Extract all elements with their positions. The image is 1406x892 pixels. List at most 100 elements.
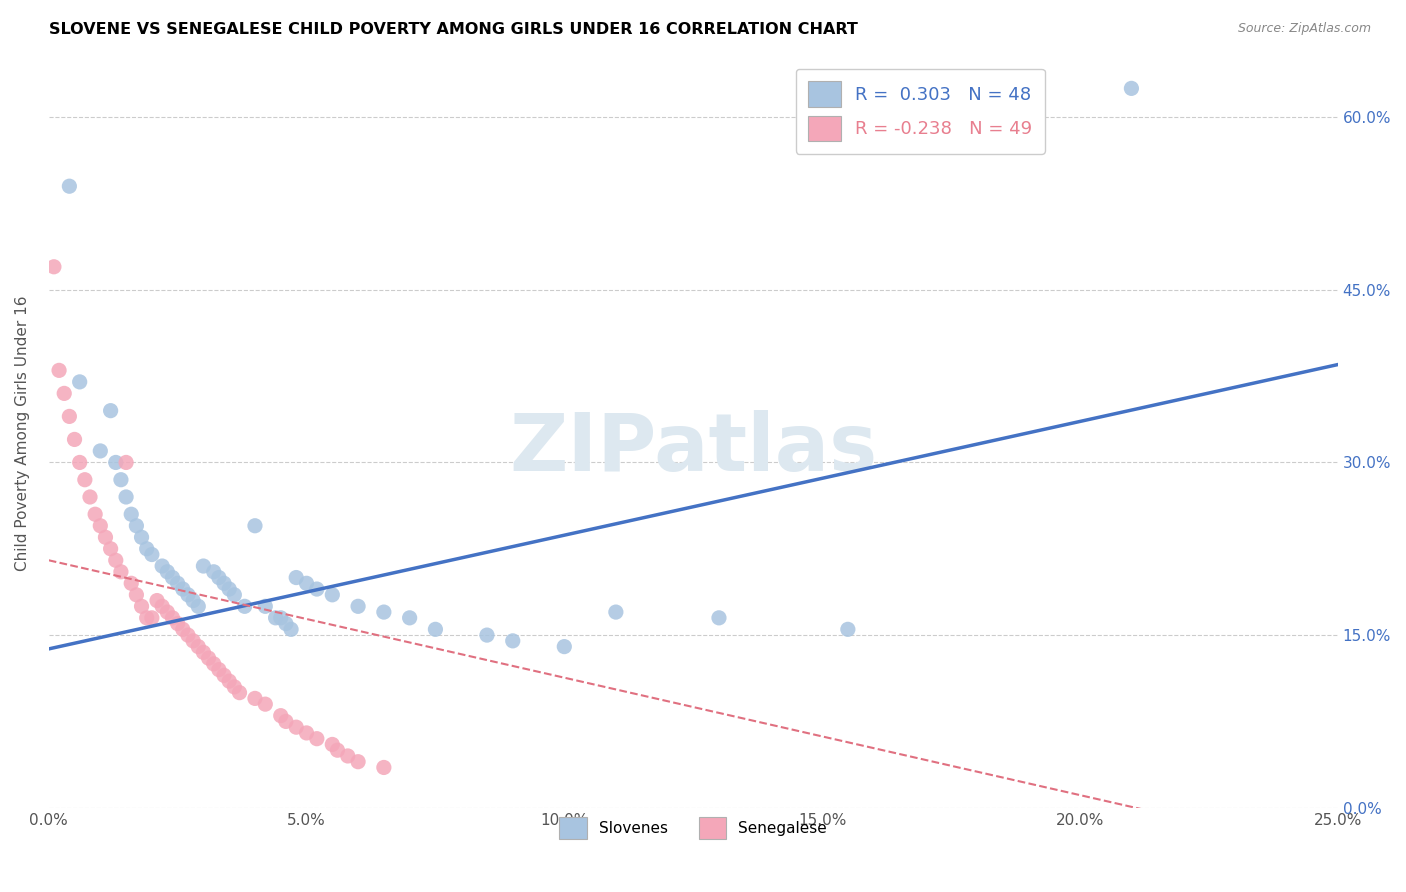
Point: [120, 508, 142, 522]
Point: [172, 582, 194, 596]
Point: [347, 755, 370, 769]
Point: [166, 576, 188, 591]
Point: [336, 748, 359, 763]
Point: [120, 576, 142, 591]
Point: [187, 599, 209, 614]
Point: [212, 668, 235, 682]
Point: [224, 680, 246, 694]
Point: [104, 455, 127, 469]
Point: [228, 686, 250, 700]
Point: [58, 179, 80, 194]
Point: [115, 490, 138, 504]
Point: [280, 623, 302, 637]
Point: [398, 611, 420, 625]
Point: [141, 548, 163, 562]
Point: [202, 657, 225, 671]
Point: [254, 697, 277, 711]
Point: [224, 588, 246, 602]
Point: [321, 588, 343, 602]
Point: [181, 593, 204, 607]
Point: [193, 559, 215, 574]
Point: [162, 611, 184, 625]
Point: [243, 518, 266, 533]
Point: [156, 565, 179, 579]
Point: [605, 605, 627, 619]
Point: [156, 605, 179, 619]
Point: [177, 628, 200, 642]
Point: [202, 565, 225, 579]
Point: [150, 559, 173, 574]
Point: [115, 455, 138, 469]
Point: [270, 611, 292, 625]
Point: [84, 508, 107, 522]
Point: [218, 582, 240, 596]
Point: [373, 760, 395, 774]
Point: [295, 726, 318, 740]
Point: [264, 611, 287, 625]
Point: [48, 363, 70, 377]
Point: [73, 473, 96, 487]
Text: SLOVENE VS SENEGALESE CHILD POVERTY AMONG GIRLS UNDER 16 CORRELATION CHART: SLOVENE VS SENEGALESE CHILD POVERTY AMON…: [49, 22, 858, 37]
Point: [94, 530, 117, 544]
Point: [243, 691, 266, 706]
Point: [321, 738, 343, 752]
Point: [218, 674, 240, 689]
Point: [553, 640, 575, 654]
Point: [187, 640, 209, 654]
Point: [305, 582, 328, 596]
Point: [285, 570, 308, 584]
Point: [79, 490, 101, 504]
Point: [197, 651, 219, 665]
Point: [274, 616, 297, 631]
Point: [100, 403, 122, 417]
Point: [502, 633, 524, 648]
Point: [125, 588, 148, 602]
Point: [135, 611, 157, 625]
Point: [166, 616, 188, 631]
Point: [254, 599, 277, 614]
Point: [475, 628, 498, 642]
Point: [146, 593, 169, 607]
Point: [104, 553, 127, 567]
Text: Source: ZipAtlas.com: Source: ZipAtlas.com: [1237, 22, 1371, 36]
Point: [326, 743, 349, 757]
Point: [135, 541, 157, 556]
Point: [150, 599, 173, 614]
Point: [285, 720, 308, 734]
Text: ZIPatlas: ZIPatlas: [509, 409, 877, 488]
Point: [162, 570, 184, 584]
Point: [707, 611, 730, 625]
Point: [141, 611, 163, 625]
Point: [131, 599, 153, 614]
Point: [193, 645, 215, 659]
Point: [837, 623, 859, 637]
Point: [69, 375, 91, 389]
Point: [212, 576, 235, 591]
Legend: Slovenes, Senegalese: Slovenes, Senegalese: [553, 811, 834, 845]
Point: [347, 599, 370, 614]
Point: [42, 260, 65, 274]
Point: [270, 708, 292, 723]
Point: [110, 473, 132, 487]
Point: [89, 518, 111, 533]
Point: [425, 623, 447, 637]
Point: [177, 588, 200, 602]
Point: [295, 576, 318, 591]
Point: [89, 444, 111, 458]
Point: [69, 455, 91, 469]
Point: [274, 714, 297, 729]
Point: [181, 633, 204, 648]
Y-axis label: Child Poverty Among Girls Under 16: Child Poverty Among Girls Under 16: [15, 296, 30, 572]
Point: [100, 541, 122, 556]
Point: [125, 518, 148, 533]
Point: [373, 605, 395, 619]
Point: [208, 570, 231, 584]
Point: [172, 623, 194, 637]
Point: [208, 663, 231, 677]
Point: [1121, 81, 1143, 95]
Point: [58, 409, 80, 424]
Point: [233, 599, 256, 614]
Point: [110, 565, 132, 579]
Point: [53, 386, 76, 401]
Point: [131, 530, 153, 544]
